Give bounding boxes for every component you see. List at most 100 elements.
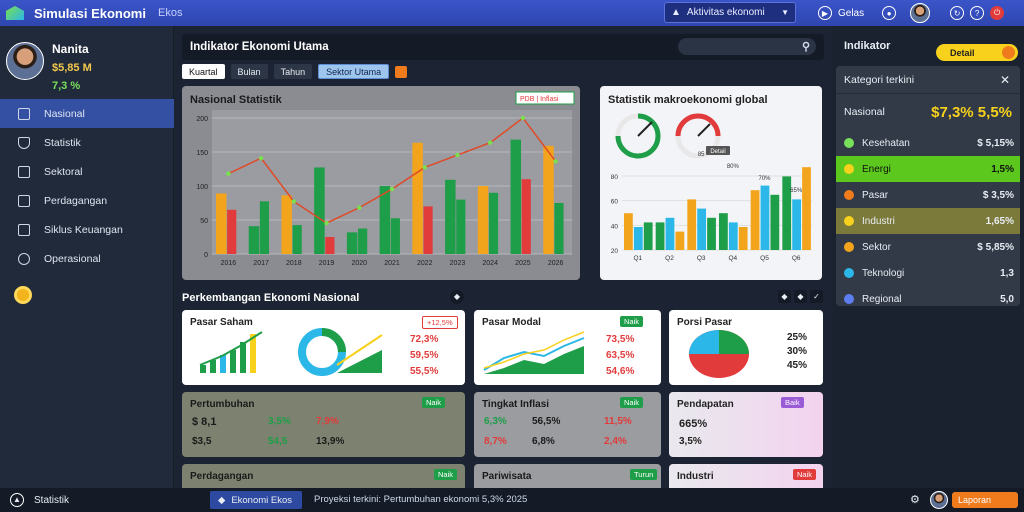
category-label: Industri: [862, 215, 895, 227]
bar-inflasi: [521, 179, 531, 254]
right-header: Indikator Detail: [836, 34, 1018, 61]
x-tick-label: 2016: [221, 260, 237, 267]
bar-pdb: [281, 195, 292, 254]
search-input[interactable]: ⚲: [678, 38, 816, 55]
macro-bar: [643, 222, 653, 250]
sidebar-item-nasional[interactable]: Nasional: [0, 99, 174, 128]
sidebar-item-label: Nasional: [44, 107, 85, 120]
mini-bar: [230, 350, 236, 373]
bar-inflasi: [227, 209, 237, 254]
network-icon: [18, 252, 30, 265]
category-value: $ 3,5%: [982, 189, 1014, 201]
x-tick-label: Q1: [633, 255, 642, 262]
tab-bulan[interactable]: Bulan: [230, 64, 268, 79]
user-avatar-small[interactable]: [930, 491, 948, 509]
category-row[interactable]: Pasar $ 3,5%: [836, 182, 1020, 208]
close-icon[interactable]: ✕: [999, 72, 1010, 87]
tab-kuartal[interactable]: Kuartal: [182, 64, 225, 79]
card-market-share[interactable]: Porsi Pasar 25% 30% 45%: [669, 310, 823, 385]
card-tourism[interactable]: Pariwisata Turun: [474, 464, 661, 488]
category-row[interactable]: Kesehatan $ 5,15%: [836, 130, 1020, 156]
card-title: Perdagangan: [190, 471, 254, 482]
tab-alert-badge[interactable]: [395, 66, 408, 78]
category-row[interactable]: Teknologi 1,3: [836, 260, 1020, 286]
sidebar-nav: Nasional Statistik Sektoral Perdagangan …: [0, 99, 174, 273]
category-total: Nasional $7,3% 5,5%: [836, 94, 1020, 130]
bar-pdb: [314, 167, 325, 254]
bar-inflasi: [390, 218, 400, 254]
bar-inflasi: [423, 206, 433, 254]
card-title: Pasar Modal: [482, 317, 541, 328]
trend-point: [357, 205, 362, 210]
detail-button[interactable]: Detail: [936, 44, 1018, 61]
card-stock-market[interactable]: Pasar Saham +12,5% 72,3% 59,5% 55,5%: [182, 310, 465, 385]
category-row[interactable]: Energi 1,5%: [836, 156, 1020, 182]
category-value: $ 5,85%: [977, 241, 1014, 253]
card-value-2: 63,5%: [606, 350, 635, 361]
fullscreen-icon[interactable]: ●: [882, 6, 897, 20]
sidebar-item-sektoral[interactable]: Sektoral: [0, 157, 174, 186]
category-row[interactable]: Sektor $ 5,85%: [836, 234, 1020, 260]
category-dot-icon: [844, 216, 854, 226]
bar-data-label: 70%: [758, 176, 771, 182]
power-icon[interactable]: ⏻: [990, 6, 1005, 20]
y-tick-label: 60: [611, 199, 619, 206]
tab-sektor[interactable]: Sektor Utama: [318, 64, 390, 79]
refresh-icon[interactable]: ↻: [950, 6, 965, 20]
card-trade[interactable]: Perdagangan Naik: [182, 464, 465, 488]
bar-inflasi: [358, 228, 368, 254]
play-icon[interactable]: ▶: [818, 6, 832, 20]
filter-icon[interactable]: ◆: [778, 290, 791, 303]
category-value: 5,0: [1000, 293, 1014, 305]
wallet-icon: [18, 223, 30, 236]
sidebar-item-keuangan[interactable]: Siklus Keuangan: [0, 215, 174, 244]
macro-bar: [770, 194, 780, 250]
sidebar-item-operasional[interactable]: Operasional: [0, 244, 174, 273]
bar-data-label: 80%: [727, 164, 740, 170]
bar-pdb: [412, 142, 423, 254]
bar-inflasi: [456, 199, 466, 254]
economy-select[interactable]: ◆ Ekonomi Ekos: [210, 491, 302, 509]
trend-point: [324, 220, 329, 226]
tag-icon: ◆: [218, 494, 226, 506]
x-tick-label: 2020: [351, 260, 367, 267]
category-row[interactable]: Regional 5,0: [836, 286, 1020, 312]
activity-select[interactable]: ▲ Aktivitas ekonomi ▼: [664, 2, 796, 23]
help-icon[interactable]: ?: [970, 6, 985, 20]
card-capital-market[interactable]: Pasar Modal Naik 73,5% 63,5% 54,6%: [474, 310, 661, 385]
y-tick-label: 100: [196, 184, 208, 191]
card-growth[interactable]: Pertumbuhan Naik $ 8,1 3,5% 7,9% $3,5 $4…: [182, 392, 465, 457]
profile-value-1: $5,85 M: [52, 62, 92, 74]
sidebar-item-statistik[interactable]: Statistik: [0, 128, 174, 157]
sidebar-item-label: Siklus Keuangan: [44, 223, 123, 236]
macro-bar: [665, 217, 675, 250]
macro-bar: [738, 227, 748, 250]
macro-bar: [728, 222, 738, 250]
panel-title: Nasional Statistik: [190, 94, 282, 106]
check-icon[interactable]: ✓: [810, 290, 823, 303]
sidebar: Nanita $5,85 M 7,3 % Nasional Statistik …: [0, 26, 174, 488]
category-row[interactable]: Industri 1,65%: [836, 208, 1020, 234]
mini-area-chart: [483, 331, 585, 374]
mini-bar-chart: [199, 328, 383, 376]
profile-avatar[interactable]: [6, 42, 44, 80]
card-value-a2: 56,5%: [532, 416, 561, 427]
info-icon[interactable]: ▲: [10, 493, 24, 507]
gauge-arc: [615, 113, 661, 159]
card-value-a2: 3,5%: [268, 416, 291, 427]
card-inflation[interactable]: Tingkat Inflasi Naik 6,3% 56,5% 11,5% 8,…: [474, 392, 661, 457]
coin-icon[interactable]: [14, 286, 32, 304]
top-bar: Simulasi Ekonomi Ekos ▲ Aktivitas ekonom…: [0, 0, 1024, 26]
x-tick-label: 2019: [319, 260, 335, 267]
tab-tahun[interactable]: Tahun: [273, 64, 313, 79]
card-income[interactable]: Pendapatan Baik 665% 3,5%: [669, 392, 823, 457]
expand-icon[interactable]: ◆: [794, 290, 807, 303]
macro-bar: [697, 208, 707, 250]
report-button[interactable]: Laporan: [952, 492, 1018, 508]
sidebar-item-perdagangan[interactable]: Perdagangan: [0, 186, 174, 215]
info-icon[interactable]: ◆: [450, 290, 464, 304]
settings-icon[interactable]: ⚙: [910, 494, 920, 506]
bar-pdb: [445, 179, 456, 254]
card-industry[interactable]: Industri Naik: [669, 464, 823, 488]
user-avatar[interactable]: [910, 3, 931, 23]
